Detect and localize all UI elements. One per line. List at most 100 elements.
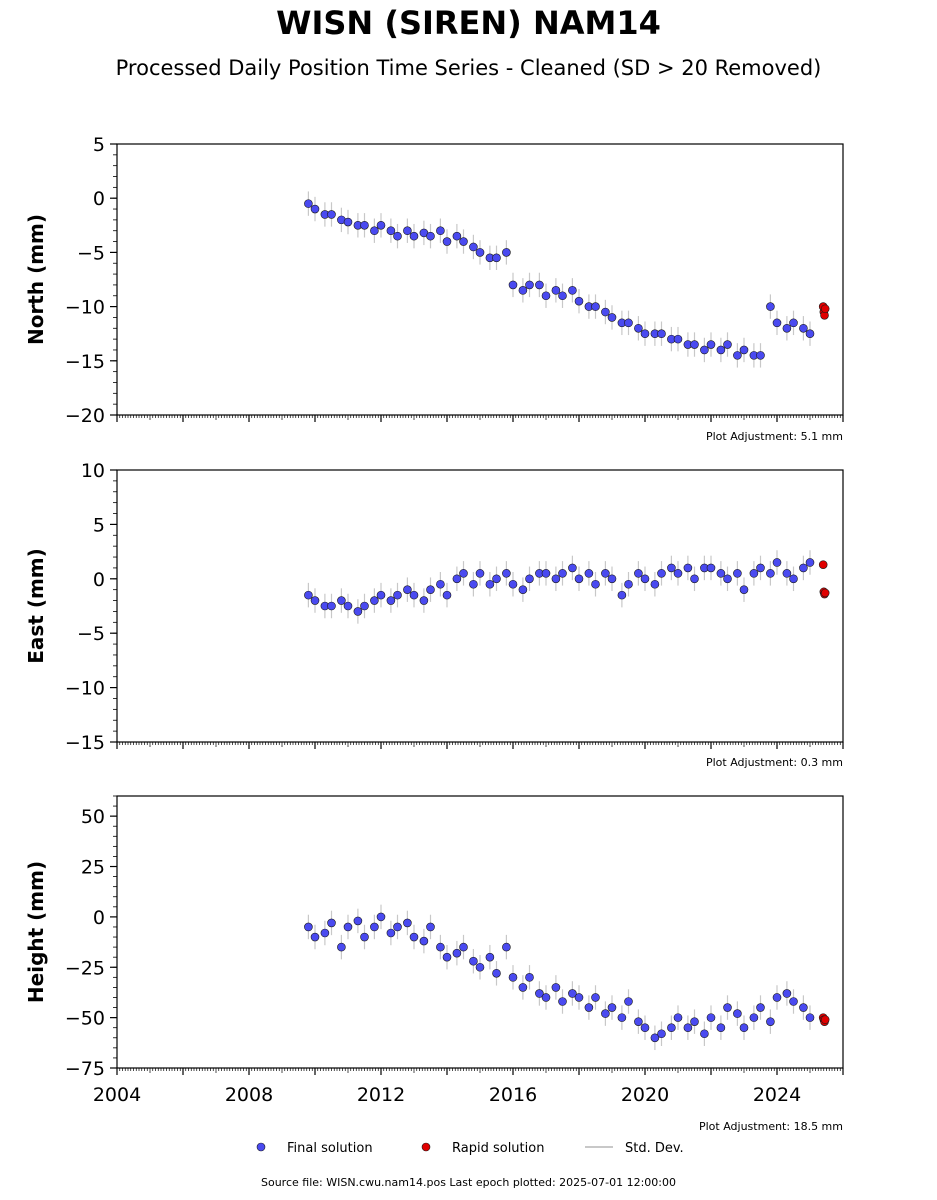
east-ytick-label: −5 bbox=[77, 623, 105, 645]
north-final-point bbox=[452, 231, 462, 241]
north-final-point bbox=[706, 340, 716, 349]
height-final-point bbox=[436, 942, 445, 952]
height-final-point bbox=[568, 989, 577, 998]
east-final-point bbox=[386, 596, 396, 605]
height-final-point bbox=[469, 956, 478, 966]
east-final-point bbox=[492, 574, 501, 584]
north-final-point bbox=[327, 210, 336, 219]
north-final-point bbox=[502, 248, 511, 257]
east-final-point bbox=[403, 585, 412, 594]
north-final-point bbox=[568, 286, 577, 295]
height-final-point bbox=[310, 932, 320, 942]
north-final-point bbox=[393, 231, 402, 241]
source-caption: Source file: WISN.cwu.nam14.pos Last epo… bbox=[260, 1176, 676, 1189]
height-final-point bbox=[508, 973, 518, 982]
east-final-point bbox=[706, 563, 716, 573]
height-xtick-label: 2016 bbox=[489, 1084, 537, 1106]
east-final-point bbox=[551, 574, 561, 584]
height-final-point bbox=[749, 1013, 759, 1022]
height-final-point bbox=[442, 952, 452, 962]
north-final-point bbox=[551, 286, 561, 295]
height-final-point bbox=[667, 1023, 676, 1033]
north-final-point bbox=[426, 231, 435, 241]
east-final-point bbox=[508, 579, 518, 589]
north-final-point bbox=[756, 351, 765, 360]
north-ytick-label: 5 bbox=[93, 134, 105, 156]
east-final-point bbox=[469, 579, 478, 589]
east-final-point bbox=[541, 569, 551, 578]
north-final-point bbox=[591, 302, 600, 311]
north-ytick-label: −20 bbox=[65, 405, 105, 427]
north-final-point bbox=[716, 345, 726, 355]
north-final-point bbox=[376, 221, 386, 230]
height-final-point bbox=[657, 1029, 666, 1039]
north-final-point bbox=[304, 199, 313, 208]
east-final-point bbox=[789, 574, 798, 584]
height-final-point bbox=[700, 1029, 709, 1039]
height-final-point bbox=[535, 989, 544, 998]
north-final-point bbox=[624, 318, 633, 328]
east-final-point bbox=[568, 563, 577, 573]
chart-subtitle: Processed Daily Position Time Series - C… bbox=[115, 56, 822, 80]
east-final-point bbox=[716, 569, 726, 578]
height-final-point bbox=[574, 993, 584, 1002]
height-final-point bbox=[799, 1003, 808, 1012]
north-ylabel: North (mm) bbox=[24, 214, 48, 345]
height-final-point bbox=[343, 922, 353, 932]
east-axes-frame bbox=[116, 469, 844, 743]
north-final-point bbox=[640, 329, 650, 339]
legend-stddev-label: Std. Dev. bbox=[625, 1141, 684, 1156]
east-final-point bbox=[475, 569, 485, 578]
height-final-point bbox=[403, 918, 412, 928]
height-final-point bbox=[683, 1023, 693, 1033]
north-final-point bbox=[409, 231, 419, 241]
north-final-point bbox=[782, 323, 792, 333]
height-final-point bbox=[673, 1013, 683, 1022]
east-final-point bbox=[617, 590, 627, 600]
east-final-point bbox=[650, 579, 660, 589]
east-final-point bbox=[343, 601, 353, 611]
east-final-point bbox=[419, 596, 429, 605]
north-final-point bbox=[690, 340, 699, 349]
north-final-point bbox=[601, 307, 610, 317]
height-panel: 50 25 0 −25 −50 −75 2004 2008 2012 2016 2020 2024 He… bbox=[24, 795, 844, 1133]
height-rapid-point bbox=[820, 1015, 830, 1024]
height-final-point bbox=[393, 922, 402, 932]
height-final-point bbox=[650, 1033, 660, 1043]
height-final-point bbox=[320, 928, 330, 938]
height-final-point bbox=[601, 1009, 610, 1018]
height-final-point bbox=[452, 948, 462, 958]
east-final-point bbox=[673, 569, 683, 578]
north-final-point bbox=[475, 248, 485, 257]
height-final-point bbox=[426, 922, 435, 932]
height-final-point bbox=[766, 1017, 775, 1026]
height-final-point bbox=[789, 997, 798, 1006]
east-final-point bbox=[772, 558, 782, 567]
height-final-point bbox=[617, 1013, 627, 1022]
east-ytick-label: 0 bbox=[93, 569, 105, 591]
north-final-point bbox=[607, 313, 617, 322]
east-final-point bbox=[525, 574, 534, 584]
north-panel: 5 0 −5 −10 −15 −20 North (mm) Plot Adjustment: … bbox=[24, 134, 844, 443]
east-final-point bbox=[393, 590, 402, 600]
height-final-point bbox=[419, 936, 429, 946]
north-final-point bbox=[436, 226, 445, 236]
east-final-point bbox=[310, 596, 320, 605]
east-final-point bbox=[518, 585, 528, 594]
north-final-point bbox=[541, 291, 551, 301]
legend-rapid-marker bbox=[421, 1142, 431, 1152]
north-rapid-point bbox=[820, 304, 830, 314]
east-final-point bbox=[376, 590, 386, 600]
east-ytick-label: −10 bbox=[65, 678, 105, 700]
east-final-point bbox=[459, 569, 468, 578]
height-ytick-label: 25 bbox=[81, 857, 105, 879]
height-final-point bbox=[716, 1023, 726, 1033]
north-final-point bbox=[343, 217, 353, 227]
north-plot-adjustment: Plot Adjustment: 5.1 mm bbox=[706, 430, 843, 443]
north-final-point bbox=[673, 334, 683, 344]
height-final-point bbox=[733, 1009, 742, 1018]
east-ytick-label: −15 bbox=[65, 732, 105, 754]
east-final-point bbox=[409, 590, 419, 600]
east-final-point bbox=[327, 601, 336, 611]
north-ytick-label: −10 bbox=[65, 297, 105, 319]
